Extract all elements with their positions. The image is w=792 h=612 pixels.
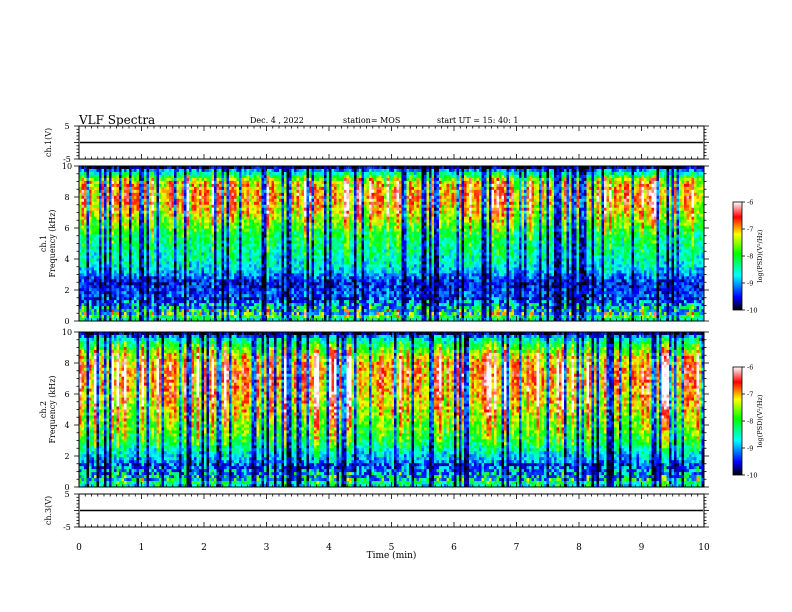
x-tick-label: 10 bbox=[698, 543, 710, 553]
x-tick-label: 0 bbox=[76, 543, 82, 553]
spectrogram-2-ytick-label: 0 bbox=[64, 483, 69, 492]
colorbar-2-tick-label: -10 bbox=[747, 472, 757, 480]
ch1-waveform-ytick-label: -5 bbox=[63, 155, 71, 164]
x-tick-label: 3 bbox=[264, 543, 270, 553]
colorbar-1-tick-label: -9 bbox=[747, 280, 753, 288]
ch3-waveform-ytick-label: -5 bbox=[63, 523, 71, 532]
spectrogram-1-y-ticks bbox=[74, 165, 709, 322]
colorbar-1-tick-label: -6 bbox=[747, 199, 753, 207]
spectrogram-1-axis-label: ch.1Frequency (kHz) bbox=[39, 209, 57, 277]
colorbar-1 bbox=[732, 201, 743, 311]
spectrogram-1-ytick-label: 2 bbox=[64, 286, 69, 295]
station-label: station= MOS bbox=[343, 116, 400, 125]
colorbar-2-tick-label: -7 bbox=[747, 391, 753, 399]
x-tick-label: 4 bbox=[326, 543, 332, 553]
spectrogram-2-ytick-label: 4 bbox=[64, 421, 69, 430]
spectrogram-2-ytick-label: 2 bbox=[64, 452, 69, 461]
spectrogram-1-x-ticks bbox=[78, 166, 705, 321]
colorbar-2-tick-label: -6 bbox=[747, 364, 753, 372]
spectrogram-1-ytick-label: 10 bbox=[62, 162, 72, 171]
start-time-label: start UT = 15: 40: 1 bbox=[437, 116, 518, 125]
spectrogram-1-ytick-label: 8 bbox=[64, 193, 69, 202]
colorbar-1-tick-label: -8 bbox=[747, 253, 753, 261]
x-tick-label: 8 bbox=[576, 543, 582, 553]
x-tick-label: 7 bbox=[514, 543, 520, 553]
x-tick-label: 2 bbox=[201, 543, 207, 553]
ch3-axis-label: ch.3(V) bbox=[44, 496, 53, 525]
spectrogram-2-cells bbox=[79, 332, 705, 488]
x-tick-label: 5 bbox=[389, 543, 395, 553]
spectrogram-2-axis-label: ch.2Frequency (kHz) bbox=[39, 375, 57, 443]
colorbar-2-tick-label: -8 bbox=[747, 418, 753, 426]
x-axis-title: Time (min) bbox=[367, 550, 417, 561]
x-tick-label: 6 bbox=[451, 543, 457, 553]
spectrogram-2-ytick-label: 10 bbox=[62, 328, 72, 337]
colorbar-2-tick-label: -9 bbox=[747, 445, 753, 453]
spectrogram-2-ytick-label: 8 bbox=[64, 359, 69, 368]
ch3-waveform-ticks bbox=[74, 493, 709, 528]
spectrogram-1-ytick-label: 4 bbox=[64, 255, 69, 264]
spectrogram-2-ytick-label: 6 bbox=[64, 390, 69, 399]
colorbar-1-label: log(PSD)(V²/Hz) bbox=[756, 229, 764, 282]
spectrogram-1-ytick-label: 6 bbox=[64, 224, 69, 233]
x-tick-label: 9 bbox=[639, 543, 645, 553]
colorbar-2 bbox=[732, 366, 743, 476]
chart-title: VLF Spectra bbox=[79, 113, 155, 127]
ch1-waveform-ticks bbox=[74, 125, 709, 160]
colorbar-1-tick-label: -10 bbox=[747, 307, 757, 315]
spectrogram-1-ytick-label: 0 bbox=[64, 317, 69, 326]
x-tick-label: 1 bbox=[139, 543, 145, 553]
spectrogram-2-x-ticks bbox=[78, 332, 705, 487]
colorbar-1-tick-label: -7 bbox=[747, 226, 753, 234]
spectrogram-2-y-ticks bbox=[74, 331, 709, 488]
ch3-panel-x-ticks bbox=[78, 494, 705, 527]
date-label: Dec. 4 , 2022 bbox=[250, 116, 304, 125]
ch3-waveform-ytick-label: 5 bbox=[64, 490, 69, 499]
ch1-waveform-ytick-label: 5 bbox=[64, 122, 69, 131]
spectrogram-1-cells bbox=[79, 166, 705, 322]
colorbar-2-label: log(PSD)(V²/Hz) bbox=[756, 394, 764, 447]
ch1-axis-label: ch.1(V) bbox=[44, 128, 53, 157]
ch1-panel-x-ticks bbox=[78, 126, 705, 159]
